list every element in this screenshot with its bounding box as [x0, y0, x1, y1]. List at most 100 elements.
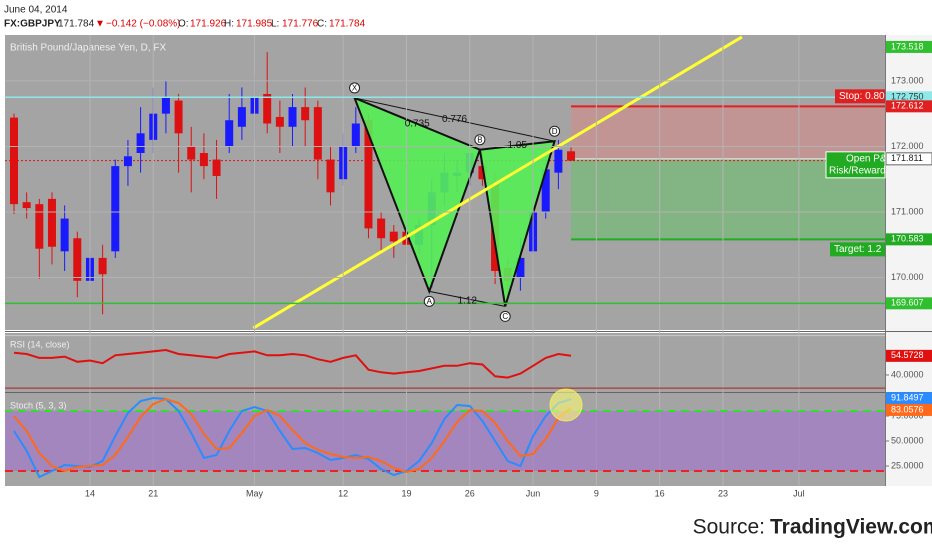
stoch-last-label: 83.0576 — [891, 404, 924, 414]
candle-body — [111, 166, 120, 252]
stoch-line — [13, 397, 572, 474]
candle-body — [516, 257, 525, 278]
target-price-box — [886, 233, 932, 246]
y-tick-label: 25.0000 — [891, 460, 924, 470]
candle-body — [389, 231, 398, 242]
x-tick-label: 19 — [401, 488, 411, 498]
candle-body — [288, 107, 297, 127]
stoch-last-box — [886, 403, 932, 416]
risk-zone — [571, 106, 885, 159]
candle-body — [199, 153, 208, 167]
stoch-last-box — [886, 392, 932, 405]
level-label: 172.750 — [891, 92, 924, 102]
level-label-box — [886, 91, 932, 104]
candle-body — [351, 123, 360, 147]
candle-body — [98, 257, 107, 275]
rr-text: Risk/Reward — [829, 165, 886, 176]
candle-body — [136, 133, 145, 153]
level-label: 169.607 — [891, 298, 924, 308]
x-tick-label: 16 — [655, 488, 665, 498]
date: June 04, 2014 — [4, 5, 68, 16]
pattern-ratio: 1.12 — [457, 296, 477, 307]
highlight-circle — [549, 388, 583, 422]
target-price-label: 170.583 — [891, 234, 924, 244]
pattern-point — [349, 82, 361, 94]
x-tick-label: 14 — [85, 488, 95, 498]
y-tick-label: 172.000 — [891, 141, 924, 151]
pattern-point-label: C — [502, 312, 508, 321]
candle-body — [10, 117, 18, 205]
candle-body — [22, 202, 31, 209]
candle-body — [567, 151, 576, 161]
rsi-panel — [5, 333, 885, 392]
pattern-point-label: X — [352, 84, 358, 93]
candle-body — [326, 159, 335, 193]
open-text: Open P& — [846, 153, 887, 164]
entry-price-box — [885, 152, 932, 166]
high-value: 171.985 — [236, 19, 273, 30]
pattern-point-label: D — [552, 127, 558, 136]
x-tick-label: May — [246, 488, 264, 498]
y-tick-label: 50.0000 — [891, 435, 924, 445]
rsi-last-label: 54.5728 — [891, 350, 924, 360]
candle-body — [73, 238, 82, 281]
pattern-point — [474, 134, 486, 146]
entry-price-label: 171.811 — [891, 153, 923, 163]
candle-body — [35, 204, 44, 249]
level-label: 173.518 — [891, 41, 924, 51]
candle-body — [123, 156, 132, 167]
candle-body — [60, 218, 69, 252]
pattern-leg — [479, 140, 555, 151]
candle-body — [47, 198, 56, 247]
x-tick-label: 23 — [718, 488, 728, 498]
last-price: 171.784 — [58, 19, 95, 30]
pattern-leg — [354, 97, 555, 142]
pattern-ratio: 1.05 — [508, 140, 528, 151]
open-value: 171.926 — [190, 19, 227, 30]
level-label-box — [886, 40, 932, 53]
x-tick-label: Jun — [526, 488, 541, 498]
low-value: 171.776 — [282, 19, 319, 30]
pattern-point-label: B — [477, 135, 482, 144]
low-label: L: — [271, 19, 279, 30]
rsi-line — [13, 348, 572, 379]
open-box — [825, 151, 886, 179]
x-tick-label: 21 — [148, 488, 158, 498]
pattern-point — [423, 295, 435, 307]
open-label: O: — [178, 19, 189, 30]
high-label: H: — [224, 19, 234, 30]
candle-body — [554, 149, 563, 173]
symbol: FX:GBPJPY — [4, 19, 61, 30]
chart-title: British Pound/Japanese Yen, D, FX — [10, 43, 167, 54]
source-label: Source: — [693, 516, 765, 539]
x-tick-label: Jul — [793, 488, 805, 498]
candle-body — [478, 166, 487, 180]
rsi-last-box — [886, 349, 932, 362]
stop-text: Stop: 0.80 — [839, 91, 885, 102]
source-site: TradingView.com — [770, 516, 932, 539]
y-tick-label: 170.000 — [891, 272, 924, 282]
candle-body — [237, 107, 246, 127]
candle-body — [313, 107, 322, 160]
rsi-title: RSI (14, close) — [10, 339, 70, 349]
candle-body — [364, 120, 373, 229]
y-tick-label: 171.000 — [891, 206, 924, 216]
target-text: Target: 1.2 — [834, 244, 882, 255]
y-tick-label: 173.000 — [891, 75, 924, 85]
candle-body — [541, 169, 550, 212]
x-tick-label: 26 — [465, 488, 475, 498]
pattern-ratio: 0.776 — [442, 114, 467, 125]
candle-body — [225, 120, 234, 147]
level-label-box — [886, 297, 932, 310]
close-value: 171.784 — [329, 19, 366, 30]
stoch-last-label: 91.8497 — [891, 393, 924, 403]
candle-body — [212, 159, 221, 176]
pattern-leg — [354, 97, 481, 151]
trend-line — [252, 35, 743, 330]
plot-layer: 14 21 May 12 19 26 Jun 9 16 23 Jul 170.000 171.000 17… — [5, 35, 932, 498]
x-tick-label: 9 — [594, 488, 599, 498]
candle-body — [377, 218, 386, 239]
candle-body — [174, 100, 183, 134]
x-tick-label: 12 — [338, 488, 348, 498]
